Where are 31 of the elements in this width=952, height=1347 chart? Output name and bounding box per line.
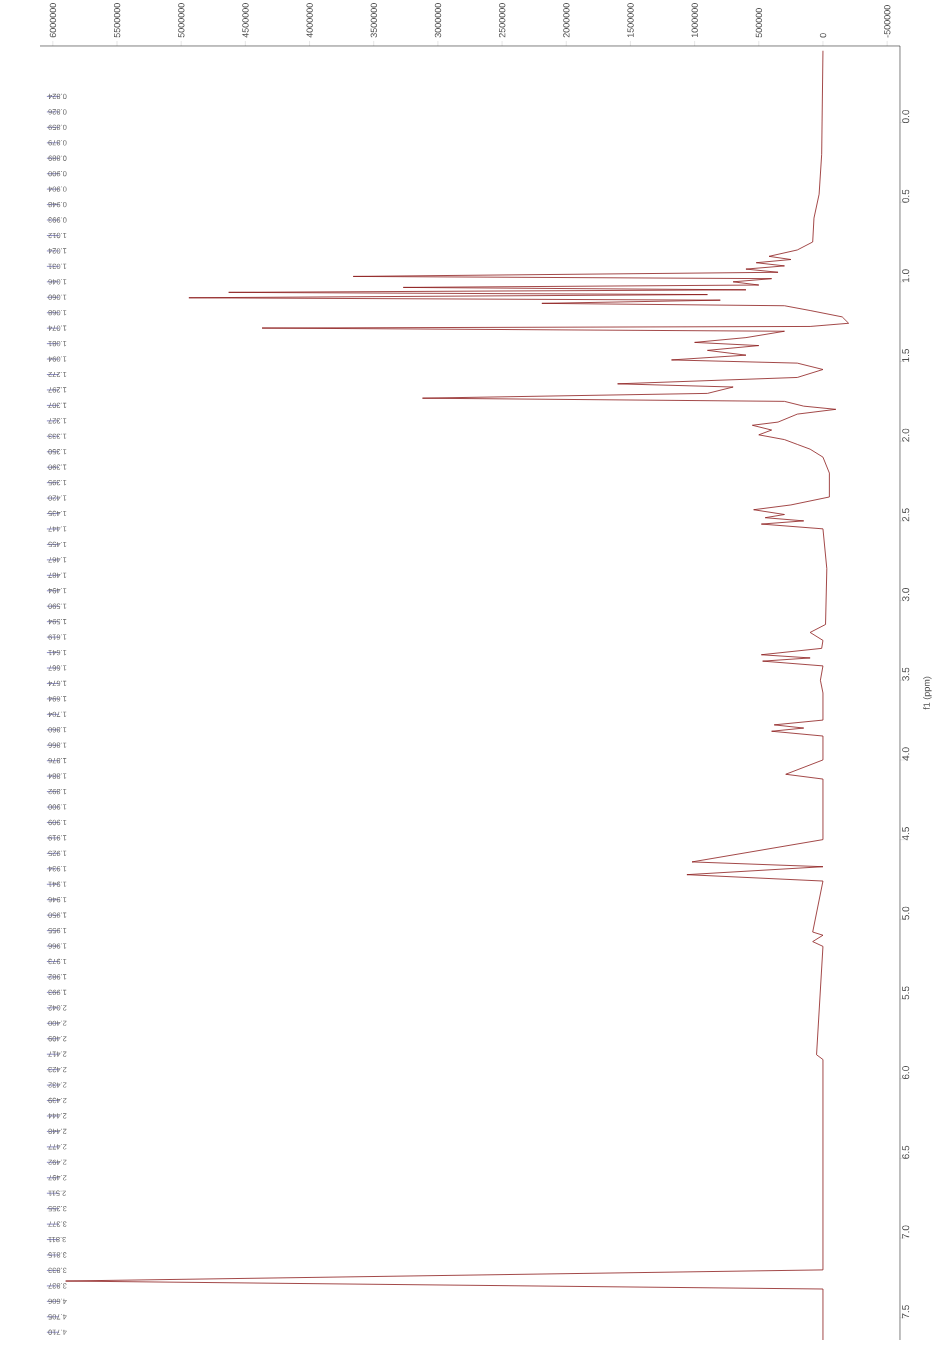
x-tick-label: 6000000 [49,3,57,38]
x-tick-label: 2000000 [563,3,570,38]
y-tick-label: 3.5 [902,667,910,681]
y-tick-label: 0.0 [902,109,910,124]
y-tick-label: 6.5 [902,1145,910,1159]
y-tick-label: 3.0 [902,588,910,602]
x-tick-label: 2500000 [498,3,506,38]
x-tick-label: 4500000 [242,3,249,38]
x-tick-label: 5000000 [178,3,185,38]
y-tick-label: 7.5 [902,1305,910,1319]
y-tick-label: 1.5 [902,348,910,362]
x-tick-label: 3500000 [370,3,378,38]
x-tick-label: 500000 [755,8,763,38]
y-tick-label: 2.0 [902,428,910,442]
x-tick-label: 1000000 [691,3,698,38]
x-tick-label: 4000000 [306,3,313,38]
x-tick-label: 5500000 [113,3,121,38]
y-tick-label: 7.0 [902,1225,910,1239]
y-tick-label: 5.0 [902,906,910,920]
y-tick-label: 6.0 [902,1066,910,1080]
x-tick-label: 0 [819,33,827,38]
y-tick-label: 2.5 [902,508,910,522]
y-tick-label: 0.5 [902,189,910,203]
y-tick-label: 5.5 [902,986,910,1000]
x-tick-label: -500000 [884,5,891,38]
y-tick-label: 4.5 [902,827,910,841]
y-axis-title: f1 (ppm) [923,676,932,710]
x-tick-label: 3000000 [434,3,442,38]
x-tick-label: 1500000 [627,3,634,38]
y-tick-label: 1.0 [902,269,910,283]
y-tick-label: 4.0 [902,747,910,761]
